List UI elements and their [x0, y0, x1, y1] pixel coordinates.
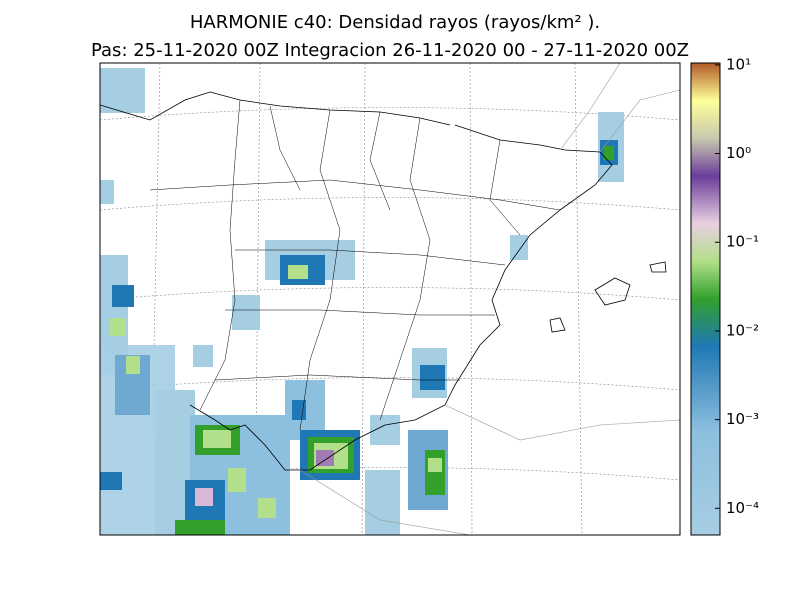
provinces — [149, 99, 561, 431]
map-frame — [99, 62, 681, 536]
colorbar-tick-label: 10⁻² — [726, 321, 759, 339]
colorbar-tick-label: 10⁻¹ — [726, 233, 759, 251]
colorbar — [690, 62, 721, 536]
precipitation — [100, 68, 624, 535]
colorbar-tick-label: 10¹ — [726, 55, 751, 73]
chart-title: HARMONIE c40: Densidad rayos (rayos/km² … — [190, 12, 600, 33]
chart-subtitle: Pas: 25-11-2020 00Z Integracion 26-11-20… — [91, 40, 689, 61]
neighbour-borders — [299, 63, 680, 535]
map — [100, 63, 680, 535]
colorbar-tick-label: 10⁻⁴ — [726, 499, 759, 517]
colorbar-tick-label: 10⁻³ — [726, 410, 759, 428]
colorbar-tick-label: 10⁰ — [726, 144, 751, 162]
balearics — [549, 261, 667, 333]
